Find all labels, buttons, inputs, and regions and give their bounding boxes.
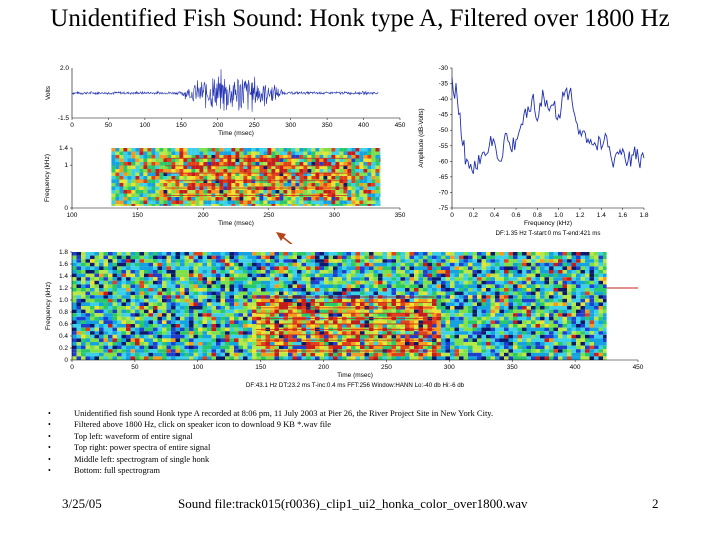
x-tick-label: 50 [131, 364, 139, 371]
y-tick-label: 0 [64, 205, 68, 212]
y-tick-label: 0.2 [59, 345, 68, 352]
x-tick-label: 350 [395, 212, 406, 219]
x-tick-label: 150 [132, 212, 143, 219]
y-tick-label: 1.4 [59, 273, 68, 280]
y-tick-label: -35 [439, 81, 449, 88]
x-tick-label: 150 [255, 364, 266, 371]
x-tick-label: 350 [322, 122, 333, 129]
x-axis-label: Time (msec) [218, 220, 254, 227]
y-tick-label: 1.2 [59, 285, 68, 292]
bullet-item: Unidentified fish sound Honk type A reco… [48, 408, 688, 420]
x-tick-label: 200 [198, 212, 209, 219]
x-tick-label: 0 [70, 364, 74, 371]
y-tick-label: -55 [439, 143, 449, 150]
x-tick-label: 0.6 [511, 212, 520, 219]
spectrogram-cells [111, 148, 381, 206]
x-tick-label: 300 [329, 212, 340, 219]
x-tick-label: 0.2 [469, 212, 478, 219]
x-axis-label: Time (msec) [218, 130, 254, 137]
bullet-item: Bottom: full spectrogram [48, 465, 688, 477]
power-spectrum-panel: 0 0.2 0.4 0.6 0.8 1.0 1.2 1.4 1.6 1.8 -30 -35 -40 -45… [414, 60, 656, 244]
x-tick-label: 1.2 [575, 212, 584, 219]
power-spectrum-chart: 0 0.2 0.4 0.6 0.8 1.0 1.2 1.4 1.6 1.8 -30 -35 -40 -45… [418, 65, 649, 237]
y-tick-label: 1.0 [59, 297, 68, 304]
waveform-panel: 0 50 100 150 200 250 300 350 400 450 2.0 -1.5 Time (… [42, 62, 414, 138]
page-number: 2 [652, 496, 659, 511]
y-tick-label: -40 [439, 96, 449, 103]
y-tick-label: 0 [64, 357, 68, 364]
sound-file-caption: Sound file:track015(r0036)_clip1_ui2_hon… [178, 496, 528, 511]
waveform-chart: 0 50 100 150 200 250 300 350 400 450 2.0 -1.5 Time (… [45, 65, 406, 137]
y-tick-label: -30 [439, 65, 449, 72]
x-tick-label: 300 [285, 122, 296, 129]
y-tick-label: 1 [64, 162, 68, 169]
power-spectrum-series [451, 77, 645, 174]
bullet-item: Top right: power spectra of entire signa… [48, 442, 688, 454]
y-axis-label: Amplitude (dB-Volts) [418, 108, 425, 167]
y-tick-label: -1.5 [58, 115, 70, 122]
y-tick-label: 0.8 [59, 309, 68, 316]
x-tick-label: 0 [70, 122, 74, 129]
x-tick-label: 200 [212, 122, 223, 129]
x-tick-label: 250 [263, 212, 274, 219]
x-tick-label: 400 [570, 364, 581, 371]
full-spectrogram-panel: 0 50 100 150 200 250 300 350 400 450 1.8 1.6 1.4 1.2 1… [42, 244, 656, 392]
x-tick-label: 100 [192, 364, 203, 371]
x-tick-label: 100 [67, 212, 78, 219]
y-tick-label: 1.6 [59, 261, 68, 268]
y-tick-label: 2.0 [60, 65, 69, 72]
y-tick-label: -65 [439, 174, 449, 181]
full-spectrogram: 0 50 100 150 200 250 300 350 400 450 1.8 1.6 1.4 1.2 1… [45, 249, 644, 389]
spectrogram-cells [72, 252, 607, 360]
y-tick-label: 0.4 [59, 333, 68, 340]
y-tick-label: -45 [439, 112, 449, 119]
x-tick-label: 1.0 [554, 212, 563, 219]
x-tick-label: 450 [395, 122, 406, 129]
spectrum-footnote: DF:1.35 Hz T-start:0 ms T-end:421 ms [496, 230, 601, 237]
y-tick-label: -60 [439, 158, 449, 165]
x-tick-label: 0.8 [533, 212, 542, 219]
y-tick-label: 0.6 [59, 321, 68, 328]
x-tick-label: 350 [507, 364, 518, 371]
y-tick-label: -75 [439, 205, 449, 212]
x-tick-label: 0.4 [490, 212, 499, 219]
x-tick-label: 1.6 [618, 212, 627, 219]
y-axis-label: Frequency (kHz) [45, 282, 52, 330]
x-tick-label: 0 [450, 212, 454, 219]
bullet-item: Middle left: spectrogram of single honk [48, 454, 688, 466]
x-tick-label: 50 [105, 122, 113, 129]
x-tick-label: 1.8 [639, 212, 648, 219]
bullet-list: Unidentified fish sound Honk type A reco… [48, 408, 688, 477]
spectrogram-footnote: DF:43.1 Hz DT:23.2 ms T-inc:0.4 ms FFT:2… [246, 382, 465, 389]
x-tick-label: 100 [139, 122, 150, 129]
slide-title: Unidentified Fish Sound: Honk type A, Fi… [50, 5, 670, 32]
x-tick-label: 300 [444, 364, 455, 371]
x-tick-label: 450 [633, 364, 644, 371]
bullet-item: Filtered above 1800 Hz, click on speaker… [48, 419, 688, 431]
slide-date: 3/25/05 [62, 496, 102, 511]
waveform-series [71, 69, 379, 112]
single-honk-spectrogram: 100 150 200 250 300 350 1.4 1 0 Time (msec) Freque… [44, 145, 406, 227]
x-tick-label: 200 [318, 364, 329, 371]
x-tick-label: 150 [176, 122, 187, 129]
y-axis-label: Volts [45, 85, 52, 100]
y-tick-label: -70 [439, 189, 449, 196]
x-tick-label: 250 [249, 122, 260, 129]
y-tick-label: -50 [439, 127, 449, 134]
y-tick-label: 1.4 [59, 145, 68, 152]
y-axis-label: Frequency (kHz) [44, 154, 51, 202]
x-axis-label: Frequency (kHz) [524, 220, 572, 227]
y-tick-label: 1.8 [59, 249, 68, 256]
x-tick-label: 250 [381, 364, 392, 371]
x-axis-label: Time (msec) [337, 372, 373, 379]
arrow-head [276, 232, 286, 241]
x-tick-label: 400 [358, 122, 369, 129]
single-honk-panel: 100 150 200 250 300 350 1.4 1 0 Time (msec) Freque… [42, 140, 414, 236]
x-tick-label: 1.4 [597, 212, 606, 219]
bullet-item: Top left: waveform of entire signal [48, 431, 688, 443]
